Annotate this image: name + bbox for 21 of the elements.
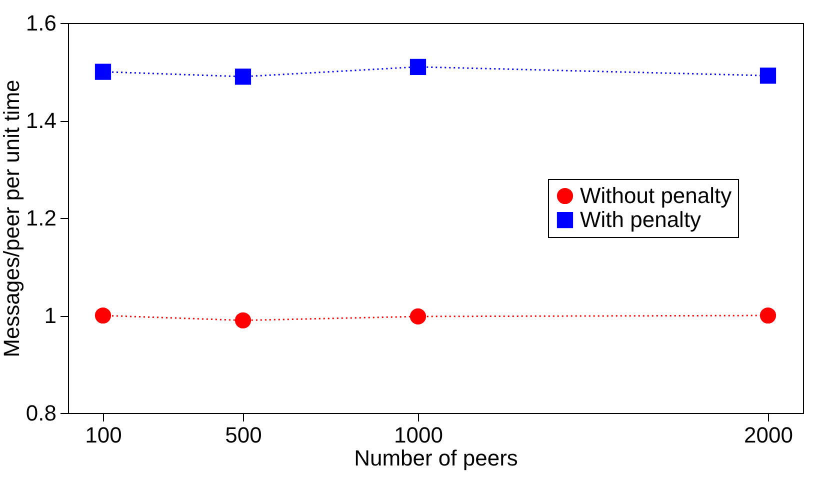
point xyxy=(760,68,776,84)
point xyxy=(410,308,426,325)
y-tick-label: 0.8 xyxy=(26,400,56,426)
legend-label: With penalty xyxy=(580,207,702,232)
point xyxy=(760,307,776,324)
point xyxy=(234,312,252,328)
x-tick-label: 2000 xyxy=(744,422,793,448)
y-tick-label: 1 xyxy=(44,303,56,328)
y-tick-label: 1.4 xyxy=(26,108,56,133)
y-tick-label: 1.2 xyxy=(26,206,56,230)
point xyxy=(234,68,252,85)
x-axis-title: Number of peers xyxy=(354,446,518,470)
x-tick-label: 1000 xyxy=(394,422,443,448)
point xyxy=(410,58,426,75)
y-axis-title: Messages/peer per unit time xyxy=(0,80,24,358)
x-tick-label: 500 xyxy=(225,422,262,448)
point xyxy=(94,64,112,80)
point xyxy=(94,307,112,324)
legend-label: Without penalty xyxy=(580,183,732,208)
x-tick-label: 100 xyxy=(85,422,122,448)
y-tick-label: 1.6 xyxy=(26,10,56,36)
